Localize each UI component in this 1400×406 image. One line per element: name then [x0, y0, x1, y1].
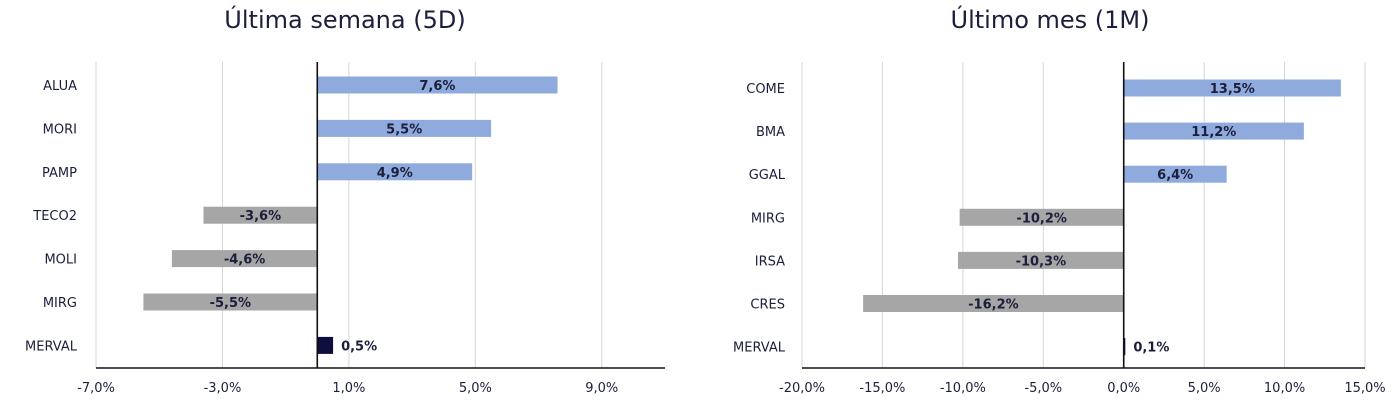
- data-label-moli: -4,6%: [224, 253, 265, 268]
- x-tick-label: -5,0%: [1024, 381, 1062, 396]
- data-label-mirg: -5,5%: [210, 296, 251, 311]
- x-tick-label: 5,0%: [1188, 381, 1221, 396]
- category-label-bma: BMA: [756, 125, 785, 140]
- x-tick-label: -15,0%: [859, 381, 905, 396]
- category-label-merval: MERVAL: [733, 341, 786, 356]
- data-label-ggal: 6,4%: [1157, 168, 1193, 183]
- x-tick-label: 5,0%: [459, 381, 492, 396]
- data-label-come: 13,5%: [1210, 82, 1255, 97]
- category-label-cres: CRES: [750, 298, 785, 313]
- bar-chart-5d: ALUA 7,6% MORI 5,5% PAMP 4,9% TECO2 -3,6% MOLI -4…: [25, 62, 665, 396]
- category-label-teco2: TECO2: [32, 209, 77, 224]
- x-tick-label: 9,0%: [585, 381, 618, 396]
- bar-mori: [317, 119, 492, 137]
- chart-title-1m: Último mes (1M): [950, 6, 1150, 34]
- category-label-ggal: GGAL: [749, 168, 786, 183]
- data-label-irsa: -10,3%: [1016, 254, 1066, 269]
- x-tick-label: 1,0%: [332, 381, 365, 396]
- data-label-merval: 0,5%: [341, 339, 377, 354]
- x-tick-label: 15,0%: [1344, 381, 1385, 396]
- bar-alua: [317, 76, 558, 94]
- category-label-come: COME: [746, 82, 785, 97]
- x-tick-label: -7,0%: [77, 381, 115, 396]
- data-label-mori: 5,5%: [386, 122, 422, 137]
- category-label-mori: MORI: [43, 122, 77, 137]
- x-tick-label: 0,0%: [1107, 381, 1140, 396]
- x-tick-label: -10,0%: [940, 381, 986, 396]
- bar-merval: [317, 336, 334, 354]
- data-label-cres: -16,2%: [968, 298, 1019, 313]
- x-tick-label: -3,0%: [204, 381, 242, 396]
- data-label-merval: 0,1%: [1133, 341, 1169, 356]
- bar-bma: [1123, 122, 1304, 140]
- category-label-irsa: IRSA: [755, 254, 785, 269]
- x-tick-label: -20,0%: [779, 381, 825, 396]
- bar-ggal: [1123, 165, 1227, 183]
- data-label-bma: 11,2%: [1191, 125, 1236, 140]
- bar-mirg: [959, 208, 1124, 226]
- data-label-teco2: -3,6%: [240, 209, 281, 224]
- x-tick-label: 10,0%: [1264, 381, 1305, 396]
- category-label-pamp: PAMP: [42, 166, 77, 181]
- bar-chart-1m: COME 13,5% BMA 11,2% GGAL 6,4% MIRG -10,2% IRSA -…: [733, 62, 1386, 396]
- data-label-alua: 7,6%: [419, 79, 455, 94]
- bar-come: [1123, 79, 1341, 97]
- chart-panel-1m: Último mes (1M) COME 13,5% BMA 11,2% GGAL 6,4…: [700, 0, 1400, 406]
- category-label-merval: MERVAL: [25, 339, 78, 354]
- category-label-moli: MOLI: [44, 253, 77, 268]
- category-label-mirg: MIRG: [751, 211, 785, 226]
- bar-teco2: [203, 206, 318, 224]
- bar-mirg: [143, 293, 318, 311]
- category-label-alua: ALUA: [43, 79, 77, 94]
- category-label-mirg: MIRG: [43, 296, 77, 311]
- bar-pamp: [317, 163, 473, 181]
- bar-irsa: [958, 251, 1124, 269]
- chart-panel-5d: Última semana (5D) ALUA 7,6% MORI 5,5% PAMP 4…: [0, 0, 690, 406]
- bar-merval: [1123, 338, 1126, 356]
- chart-title-5d: Última semana (5D): [224, 6, 466, 34]
- data-label-mirg: -10,2%: [1016, 211, 1067, 226]
- data-label-pamp: 4,9%: [377, 166, 413, 181]
- bar-moli: [171, 250, 318, 268]
- bar-cres: [863, 295, 1124, 312]
